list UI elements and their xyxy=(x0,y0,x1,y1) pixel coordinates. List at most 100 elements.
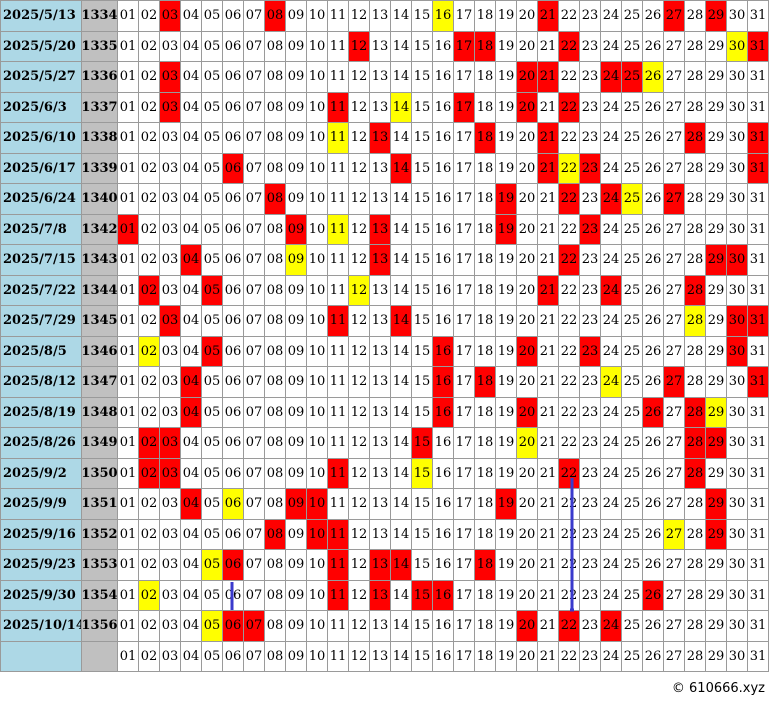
number-cell: 09 xyxy=(285,152,307,184)
date-cell: 2025/7/29 xyxy=(0,305,82,337)
number-cell: 27 xyxy=(663,640,685,672)
issue-cell: 1337 xyxy=(81,91,118,123)
number-cell: 23 xyxy=(579,274,601,306)
number-cell: 11 xyxy=(327,244,349,276)
number-cell: 19 xyxy=(495,274,517,306)
number-cell: 04 xyxy=(180,0,202,32)
number-cell: 02 xyxy=(138,549,160,581)
number-cell: 13 xyxy=(369,91,391,123)
number-cell: 13 xyxy=(369,518,391,550)
number-cell: 18 xyxy=(474,549,496,581)
number-cell: 21 xyxy=(537,61,559,93)
number-cell: 28 xyxy=(684,610,706,642)
number-cell: 01 xyxy=(117,91,139,123)
number-cell: 26 xyxy=(642,396,664,428)
number-cell: 03 xyxy=(159,579,181,611)
number-cell: 02 xyxy=(138,396,160,428)
number-cell: 26 xyxy=(642,640,664,672)
number-cell: 18 xyxy=(474,579,496,611)
number-cell: 29 xyxy=(705,30,727,62)
number-cell: 07 xyxy=(243,610,265,642)
number-cell: 05 xyxy=(201,366,223,398)
number-cell: 08 xyxy=(264,457,286,489)
number-cell: 21 xyxy=(537,152,559,184)
number-cell: 28 xyxy=(684,305,706,337)
number-cell: 28 xyxy=(684,61,706,93)
number-cell: 31 xyxy=(747,427,769,459)
issue-cell: 1346 xyxy=(81,335,118,367)
number-cell: 05 xyxy=(201,152,223,184)
number-cell: 10 xyxy=(306,427,328,459)
number-cell: 01 xyxy=(117,610,139,642)
number-cell: 22 xyxy=(558,335,580,367)
number-cell: 16 xyxy=(432,30,454,62)
number-cell: 17 xyxy=(453,61,475,93)
number-cell: 11 xyxy=(327,335,349,367)
number-cell: 02 xyxy=(138,122,160,154)
number-cell: 13 xyxy=(369,305,391,337)
issue-cell: 1335 xyxy=(81,30,118,62)
number-cell: 06 xyxy=(222,396,244,428)
number-cell: 19 xyxy=(495,427,517,459)
number-cell: 13 xyxy=(369,152,391,184)
number-cell: 21 xyxy=(537,579,559,611)
number-cell: 03 xyxy=(159,610,181,642)
number-cell: 13 xyxy=(369,122,391,154)
number-cell: 13 xyxy=(369,579,391,611)
number-cell: 30 xyxy=(726,213,748,245)
number-cell: 13 xyxy=(369,488,391,520)
number-cell: 09 xyxy=(285,518,307,550)
number-cell: 29 xyxy=(705,274,727,306)
number-cell: 22 xyxy=(558,610,580,642)
number-cell: 31 xyxy=(747,61,769,93)
date-cell: 2025/9/30 xyxy=(0,579,82,611)
number-cell: 26 xyxy=(642,335,664,367)
number-cell: 29 xyxy=(705,0,727,32)
number-cell: 06 xyxy=(222,366,244,398)
number-cell: 24 xyxy=(600,366,622,398)
number-cell: 07 xyxy=(243,488,265,520)
number-cell: 19 xyxy=(495,122,517,154)
date-cell: 2025/5/13 xyxy=(0,0,82,32)
number-cell: 30 xyxy=(726,396,748,428)
number-cell: 04 xyxy=(180,396,202,428)
number-cell: 14 xyxy=(390,427,412,459)
number-cell: 20 xyxy=(516,305,538,337)
number-cell: 02 xyxy=(138,457,160,489)
number-cell: 07 xyxy=(243,579,265,611)
number-cell: 16 xyxy=(432,488,454,520)
number-cell: 29 xyxy=(705,183,727,215)
number-cell: 15 xyxy=(411,335,433,367)
number-cell: 13 xyxy=(369,61,391,93)
number-cell: 25 xyxy=(621,610,643,642)
number-cell: 14 xyxy=(390,122,412,154)
number-cell: 16 xyxy=(432,640,454,672)
number-cell: 14 xyxy=(390,518,412,550)
number-cell: 24 xyxy=(600,427,622,459)
number-cell: 29 xyxy=(705,610,727,642)
number-cell: 20 xyxy=(516,579,538,611)
number-cell: 20 xyxy=(516,518,538,550)
number-cell: 04 xyxy=(180,335,202,367)
number-cell: 14 xyxy=(390,640,412,672)
number-cell: 23 xyxy=(579,488,601,520)
number-cell: 14 xyxy=(390,0,412,32)
number-cell: 27 xyxy=(663,152,685,184)
number-cell: 21 xyxy=(537,396,559,428)
number-cell: 09 xyxy=(285,122,307,154)
number-cell: 11 xyxy=(327,579,349,611)
number-cell: 12 xyxy=(348,91,370,123)
number-cell: 25 xyxy=(621,274,643,306)
number-cell: 21 xyxy=(537,0,559,32)
number-cell: 28 xyxy=(684,244,706,276)
number-cell: 31 xyxy=(747,610,769,642)
number-cell: 31 xyxy=(747,0,769,32)
number-cell: 21 xyxy=(537,183,559,215)
number-cell: 10 xyxy=(306,183,328,215)
number-cell: 17 xyxy=(453,305,475,337)
number-cell: 04 xyxy=(180,30,202,62)
number-cell: 20 xyxy=(516,366,538,398)
number-cell: 27 xyxy=(663,488,685,520)
date-cell xyxy=(0,640,82,672)
number-cell: 20 xyxy=(516,244,538,276)
